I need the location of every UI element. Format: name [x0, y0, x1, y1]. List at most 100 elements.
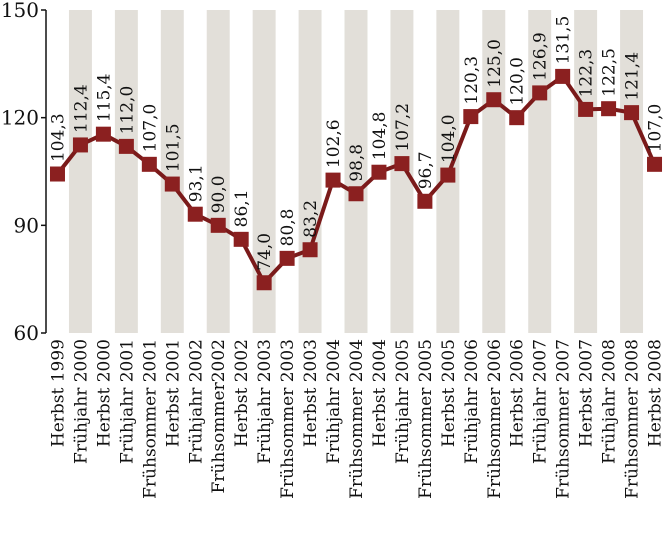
x-tick-label: Frühjahr 2002	[186, 339, 206, 464]
y-tick-label: 60	[14, 321, 39, 345]
x-tick-label: Frühsommer 2005	[416, 339, 436, 499]
y-tick-label: 90	[14, 213, 39, 237]
x-tick-label: Frühjahr 2004	[324, 339, 344, 464]
data-label: 104,8	[370, 112, 390, 161]
x-tick-label: Frühjahr 2005	[393, 339, 413, 464]
data-markers	[49, 68, 663, 291]
data-point	[486, 92, 502, 108]
data-point	[348, 186, 364, 202]
data-label: 104,3	[48, 113, 68, 162]
band-5	[160, 10, 184, 333]
data-point	[72, 137, 88, 153]
data-point	[371, 164, 387, 180]
data-point	[164, 176, 180, 192]
data-label: 112,0	[117, 86, 137, 135]
data-label: 86,1	[232, 189, 252, 227]
data-point	[233, 231, 249, 247]
x-tick-label: Frühsommer 2007	[554, 339, 574, 499]
x-tick-label: Frühjahr 2001	[117, 339, 137, 464]
data-label: 115,4	[94, 74, 114, 123]
band-15	[390, 10, 414, 333]
data-point	[578, 101, 594, 117]
x-tick-label: Frühsommer 2004	[347, 339, 367, 499]
data-label: 98,8	[347, 144, 367, 182]
data-label: 102,6	[324, 119, 344, 168]
data-point	[440, 167, 456, 183]
data-label: 107,0	[646, 104, 666, 153]
x-tick-label: Herbst 2007	[577, 339, 597, 447]
data-label: 120,0	[508, 57, 528, 106]
band-9	[252, 10, 276, 333]
band-13	[344, 10, 368, 333]
data-point	[555, 68, 571, 84]
x-tick-label: Frühjahr 2000	[71, 339, 91, 464]
y-tick-label: 150	[1, 0, 39, 22]
data-point	[532, 85, 548, 101]
x-tick-label: Herbst 2005	[439, 339, 459, 447]
x-tick-label: Frühsommer 2006	[485, 339, 505, 499]
x-tick-label: Frühsommer2002	[209, 339, 229, 493]
x-tick-label: Frühjahr 2006	[462, 339, 482, 464]
y-axis: 60 90 120 150	[1, 0, 47, 345]
data-point	[95, 126, 111, 142]
band-3	[114, 10, 138, 333]
x-tick-label: Herbst 2008	[646, 339, 666, 447]
data-point	[118, 138, 134, 154]
data-label: 104,0	[439, 114, 459, 163]
data-point	[417, 193, 433, 209]
data-label: 93,1	[186, 164, 206, 202]
band-19	[482, 10, 506, 333]
data-label: 107,2	[393, 103, 413, 152]
x-tick-label: Herbst 2001	[163, 339, 183, 447]
data-label: 107,0	[140, 104, 160, 153]
data-label: 121,4	[623, 52, 643, 101]
x-tick-label: Frühsommer 2008	[623, 339, 643, 499]
data-point	[463, 109, 479, 125]
data-label: 126,9	[531, 32, 551, 81]
data-label: 80,8	[278, 208, 298, 246]
data-point	[256, 275, 272, 291]
data-label: 125,0	[485, 39, 505, 88]
data-point	[141, 156, 157, 172]
x-tick-label: Frühjahr 2008	[600, 339, 620, 464]
band-11	[298, 10, 322, 333]
data-label: 112,4	[71, 84, 91, 133]
data-point	[601, 101, 617, 117]
x-tick-label: Frühsommer 2003	[278, 339, 298, 499]
y-tick-label: 120	[1, 106, 39, 130]
band-1	[68, 10, 92, 333]
x-tick-label: Frühsommer 2001	[140, 339, 160, 499]
data-point	[394, 156, 410, 172]
data-label: 131,5	[554, 16, 574, 65]
data-point	[49, 166, 65, 182]
x-axis-labels: Herbst 1999 Frühjahr 2000 Herbst 2000 Frühj…	[48, 339, 665, 499]
x-tick-label: Herbst 2003	[301, 339, 321, 447]
x-tick-label: Herbst 2006	[508, 339, 528, 447]
data-point	[325, 172, 341, 188]
band-7	[206, 10, 230, 333]
data-point	[210, 217, 226, 233]
x-tick-label: Frühjahr 2007	[531, 339, 551, 464]
data-label: 101,5	[163, 123, 183, 172]
band-25	[620, 10, 644, 333]
data-point	[624, 105, 640, 121]
x-tick-label: Frühjahr 2003	[255, 339, 275, 464]
data-label: 90,0	[209, 175, 229, 213]
data-label: 96,7	[416, 151, 436, 189]
x-tick-label: Herbst 2004	[370, 339, 390, 447]
data-point	[187, 206, 203, 222]
data-label: 74,0	[255, 233, 275, 271]
data-label: 120,3	[462, 56, 482, 105]
x-tick-label: Herbst 2000	[94, 339, 114, 447]
data-point	[302, 242, 318, 258]
x-tick-label: Herbst 1999	[48, 339, 68, 447]
data-point	[647, 156, 663, 172]
data-label: 122,3	[577, 49, 597, 98]
data-point	[279, 250, 295, 266]
data-point	[509, 110, 525, 126]
data-label: 122,5	[600, 48, 620, 97]
x-tick-label: Herbst 2002	[232, 339, 252, 447]
band-23	[574, 10, 598, 333]
